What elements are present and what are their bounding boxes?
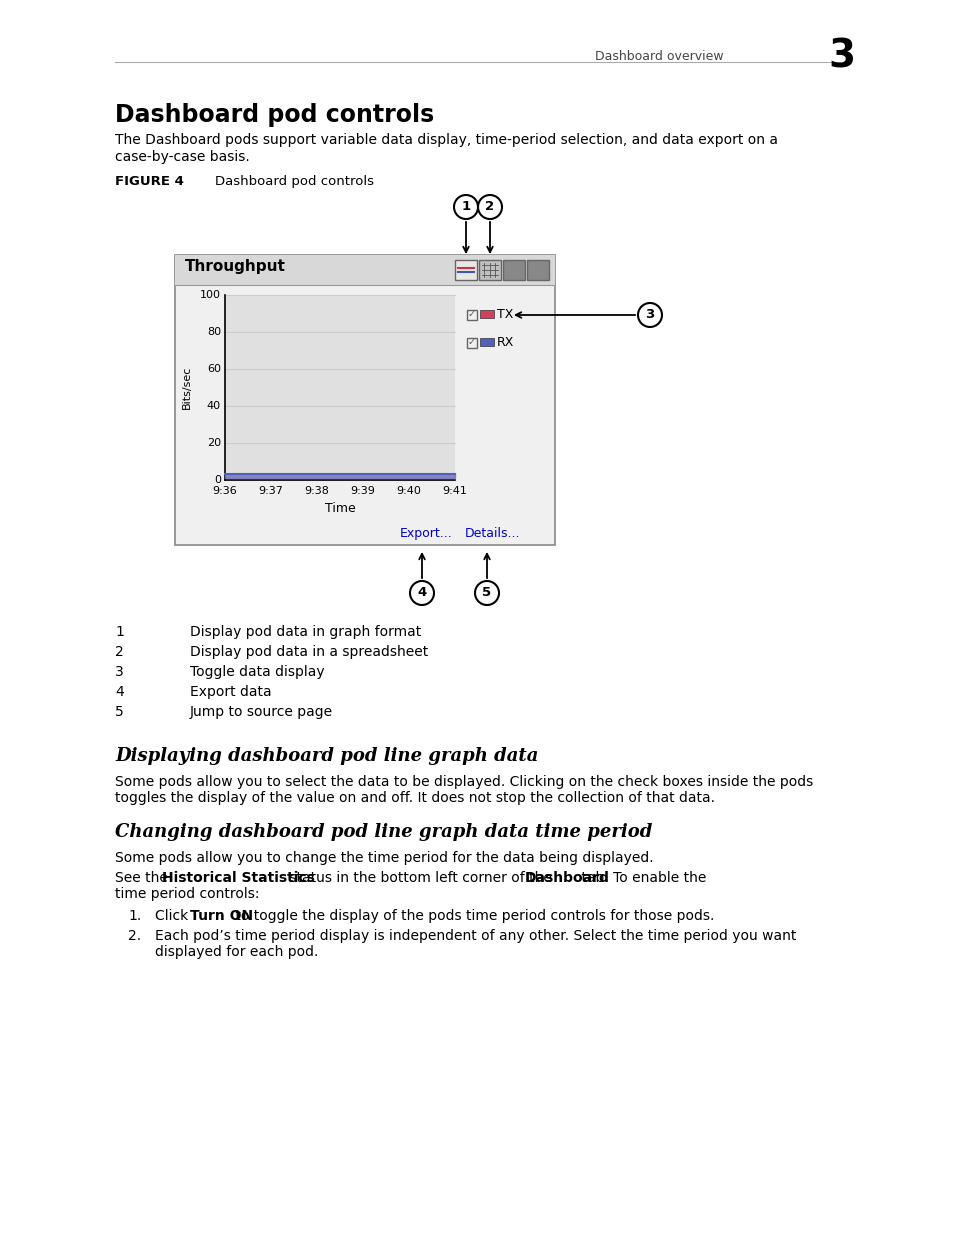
Text: case-by-case basis.: case-by-case basis. [115,149,250,164]
Text: 60: 60 [207,364,221,374]
Text: 3: 3 [115,664,124,679]
Text: 2: 2 [115,645,124,659]
Bar [225,295,455,480]
Text: 2: 2 [485,200,494,214]
Text: Display pod data in a spreadsheet: Display pod data in a spreadsheet [190,645,428,659]
Text: Historical Statistics: Historical Statistics [162,871,314,885]
Text: Details...: Details... [464,527,520,540]
Text: Click: Click [154,909,193,923]
Circle shape [638,303,661,327]
Text: 9:36: 9:36 [213,487,237,496]
Text: 3: 3 [644,309,654,321]
Text: TX: TX [497,309,513,321]
Text: Jump to source page: Jump to source page [190,705,333,719]
Text: Toggle data display: Toggle data display [190,664,324,679]
Text: Turn ON: Turn ON [190,909,253,923]
Circle shape [477,195,501,219]
Text: 9:37: 9:37 [258,487,283,496]
Text: Displaying dashboard pod line graph data: Displaying dashboard pod line graph data [115,747,537,764]
Bar [479,338,494,346]
Text: The Dashboard pods support variable data display, time-period selection, and dat: The Dashboard pods support variable data… [115,133,778,147]
Text: Export data: Export data [190,685,272,699]
Text: Export...: Export... [399,527,453,540]
Text: ✓: ✓ [468,309,476,319]
Text: tab. To enable the: tab. To enable the [577,871,706,885]
Text: FIGURE 4: FIGURE 4 [115,175,184,188]
Text: 9:38: 9:38 [304,487,329,496]
Text: 9:40: 9:40 [396,487,421,496]
Text: Some pods allow you to change the time period for the data being displayed.: Some pods allow you to change the time p… [115,851,653,864]
Text: 1.: 1. [128,909,141,923]
Text: Some pods allow you to select the data to be displayed. Clicking on the check bo: Some pods allow you to select the data t… [115,776,812,789]
Text: Dashboard pod controls: Dashboard pod controls [115,103,434,127]
Bar [455,261,476,280]
Text: status in the bottom left corner of the: status in the bottom left corner of the [284,871,556,885]
Text: 5: 5 [115,705,124,719]
Text: ✓: ✓ [468,337,476,347]
Circle shape [454,195,477,219]
Text: to toggle the display of the pods time period controls for those pods.: to toggle the display of the pods time p… [231,909,714,923]
Text: See the: See the [115,871,172,885]
Bar [502,261,524,280]
Text: Display pod data in graph format: Display pod data in graph format [190,625,421,638]
Text: 1: 1 [461,200,470,214]
Circle shape [410,580,434,605]
Text: 0: 0 [213,475,221,485]
Text: Dashboard: Dashboard [524,871,609,885]
Text: 3: 3 [827,38,854,77]
Text: 5: 5 [482,587,491,599]
Bar [478,261,500,280]
Text: 40: 40 [207,401,221,411]
Text: 20: 20 [207,438,221,448]
Bar [479,310,494,317]
Text: RX: RX [497,336,514,350]
Bar [526,261,548,280]
Bar [467,338,476,348]
Text: 9:39: 9:39 [350,487,375,496]
Text: displayed for each pod.: displayed for each pod. [154,945,318,960]
Text: 2.: 2. [128,929,141,944]
Text: 9:41: 9:41 [442,487,467,496]
Bar [467,310,476,320]
Text: Time: Time [324,501,355,515]
Text: toggles the display of the value on and off. It does not stop the collection of : toggles the display of the value on and … [115,790,714,805]
Text: Throughput: Throughput [185,259,286,274]
Text: Each pod’s time period display is independent of any other. Select the time peri: Each pod’s time period display is indepe… [154,929,796,944]
Text: 100: 100 [200,290,221,300]
Text: Dashboard overview: Dashboard overview [595,49,723,63]
Text: 4: 4 [416,587,426,599]
Text: Dashboard pod controls: Dashboard pod controls [214,175,374,188]
Text: 80: 80 [207,327,221,337]
Text: 1: 1 [115,625,124,638]
Bar [174,254,555,545]
Text: Bits/sec: Bits/sec [182,366,192,409]
Bar [174,254,555,285]
Text: 4: 4 [115,685,124,699]
Text: time period controls:: time period controls: [115,887,259,902]
Text: Changing dashboard pod line graph data time period: Changing dashboard pod line graph data t… [115,823,652,841]
Circle shape [475,580,498,605]
